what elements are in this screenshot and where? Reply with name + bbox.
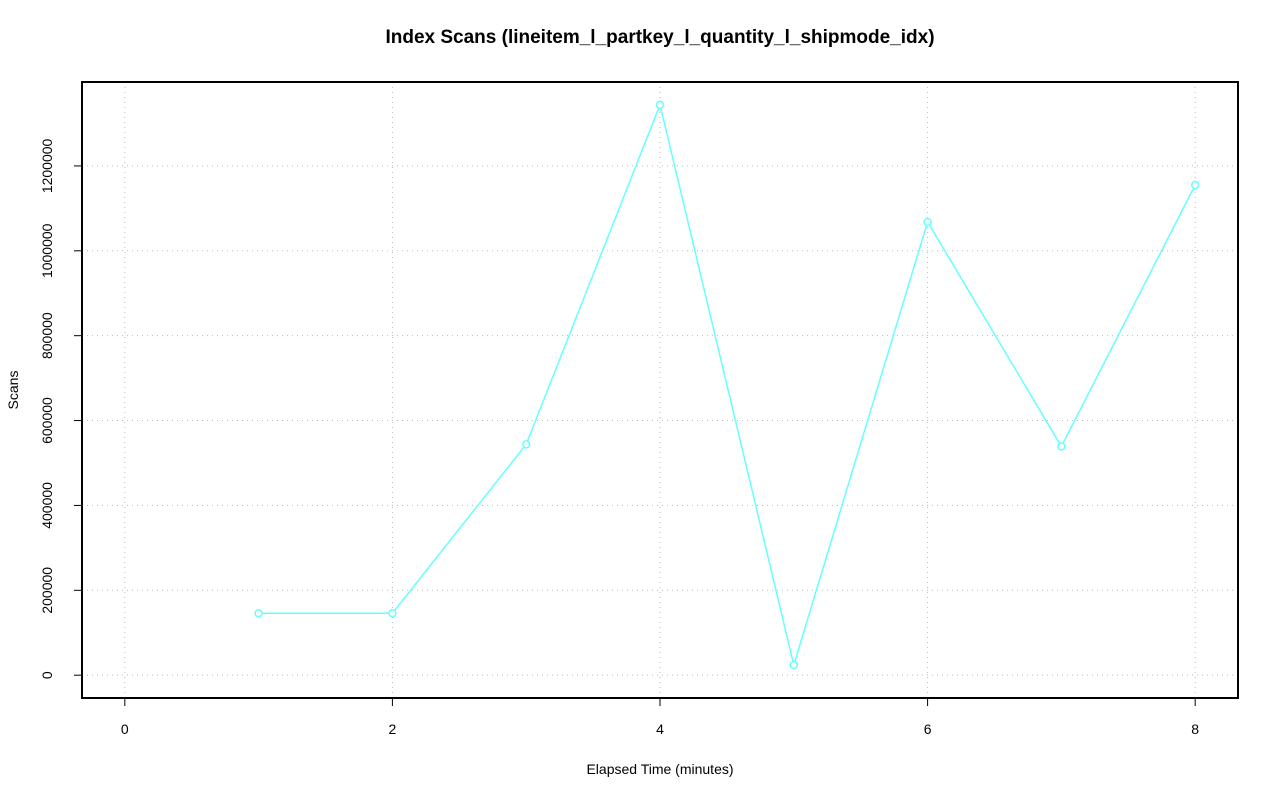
point [1190,180,1200,190]
x-tick-label: 2 [389,721,397,737]
y-tick-label: 0 [39,671,55,679]
point [254,608,263,618]
x-tick-label: 6 [924,721,932,737]
y-axis-title: Scans [5,371,21,410]
x-axis-title: Elapsed Time (minutes) [586,761,733,777]
y-tick-label: 200000 [39,567,55,614]
y-tick-label: 800000 [39,312,55,359]
x-tick-label: 4 [656,721,664,737]
point [923,217,932,227]
y-tick-label: 1200000 [39,138,55,193]
y-tick-label: 400000 [39,482,55,529]
y-tick-label: 1000000 [39,223,55,278]
chart-title: Index Scans (lineitem_l_partkey_l_quanti… [385,27,934,48]
x-tick-label: 8 [1191,721,1199,737]
point [388,608,397,618]
plot-frame [81,81,1239,699]
point [789,660,799,670]
point [1057,442,1066,451]
x-tick-label: 0 [121,721,129,737]
y-tick-label: 600000 [39,397,55,444]
point [655,100,665,110]
line [258,102,1196,668]
point [521,440,531,449]
